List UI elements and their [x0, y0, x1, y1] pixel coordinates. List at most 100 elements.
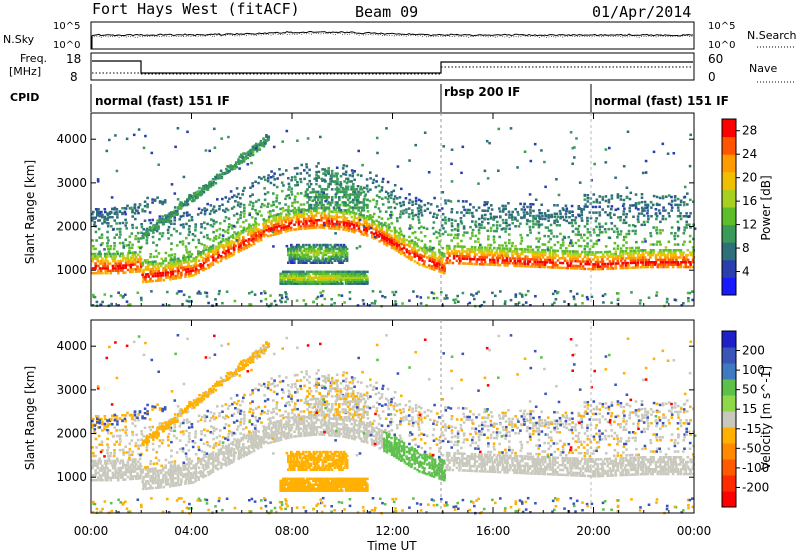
power-cell-patch-low [354, 282, 358, 285]
power-cell-patch-low [318, 282, 321, 285]
power-cell-gs [385, 224, 388, 228]
power-cell-streak [260, 144, 263, 147]
power-cell-gs [314, 214, 318, 217]
power-cell-sparse [597, 238, 601, 242]
power-cell-gs [189, 265, 192, 268]
power-cell-diffuse [418, 221, 421, 224]
power-cell-plume [306, 196, 309, 199]
power-cell-streak [183, 203, 186, 207]
power-cell-streak [206, 185, 209, 188]
power-cell-gs [584, 250, 587, 254]
power-cell-gs [137, 258, 140, 261]
power-cell-gs [355, 221, 359, 225]
power-cell-diffuse [242, 215, 246, 218]
power-cell-streak2 [91, 219, 94, 222]
power-cell-streak [249, 152, 252, 156]
power-cell-diffuse [351, 174, 354, 178]
power-cell-patch-mid [326, 247, 329, 251]
power-cell-gs [122, 264, 125, 267]
power-cell-gs [423, 260, 426, 263]
power-cell-sparse [358, 245, 362, 248]
power-cell-gs [284, 215, 288, 219]
power-cell-streak [238, 155, 242, 159]
power-cell-gs [484, 248, 487, 252]
power-cell-diffuse [134, 209, 138, 212]
power-cell-diffuse [288, 185, 291, 188]
power-cell-diffuse [371, 215, 375, 218]
power-cell-diffuse [594, 205, 598, 209]
power-cell-gs [501, 247, 505, 250]
power-cell-diffuse [154, 249, 158, 253]
velocity-cell-gs [106, 471, 109, 475]
power-cell-diffuse [544, 226, 548, 229]
power-cell-gs [211, 244, 215, 247]
power-cell-noise [370, 302, 374, 305]
power-cell-gs [551, 249, 555, 252]
power-cell-streak2 [108, 215, 112, 219]
power-cell-gs [609, 255, 612, 258]
power-cell-streak2 [96, 214, 99, 217]
power-cell-diffuse [661, 215, 665, 218]
power-cell-plume [336, 206, 339, 209]
power-cell-diffuse [480, 223, 483, 227]
power-cell-patch-low [357, 270, 360, 274]
power-cell-patch-mid [296, 245, 299, 249]
power-cell-gs [619, 257, 623, 260]
power-cell-gs [285, 218, 289, 221]
power-cell-patch-low [347, 276, 350, 279]
power-cell-gs [242, 240, 245, 244]
power-cell-gs [431, 255, 434, 259]
power-cell-diffuse [242, 226, 246, 229]
velocity-cell-gs [106, 462, 109, 465]
velocity-cell-gs [179, 468, 183, 472]
velocity-cell-gs [133, 460, 137, 464]
power-cell-gs [352, 226, 356, 229]
power-cell-sparse [672, 152, 676, 155]
power-cell-gs [217, 253, 220, 257]
power-cell-gs [400, 238, 403, 241]
power-cell-diffuse [315, 173, 318, 177]
power-cell-diffuse [561, 244, 565, 247]
power-cell-patch-mid [303, 253, 307, 257]
power-cell-diffuse [116, 250, 119, 253]
power-cell-diffuse [579, 208, 583, 211]
power-cell-gs [164, 264, 168, 267]
power-cell-diffuse [558, 224, 561, 227]
power-cell-gs [621, 252, 625, 255]
power-cell-diffuse [357, 190, 360, 194]
power-cell-gs [393, 231, 397, 234]
power-cell-diffuse [505, 224, 509, 228]
power-cell-diffuse [303, 177, 306, 181]
power-cell-gs [553, 249, 557, 252]
power-cell-diffuse [516, 210, 519, 214]
power-cell-plume [360, 201, 364, 204]
power-cell-gs [649, 265, 653, 269]
power-cell-sparse [544, 185, 547, 189]
power-cell-gs [255, 234, 258, 237]
power-cell-sparse [213, 146, 217, 149]
power-cell-gs [538, 265, 542, 269]
power-cell-diffuse [538, 245, 541, 249]
power-cell-diffuse [270, 170, 273, 173]
power-cell-gs [569, 259, 572, 263]
power-cell-patch-mid [342, 247, 346, 251]
power-cell-diffuse [567, 235, 571, 239]
power-cell-gs [129, 258, 132, 262]
power-cell-patch-mid [297, 253, 301, 257]
power-cell-streak [194, 193, 197, 197]
power-cell-gs [347, 220, 350, 223]
power-cell-patch-mid [314, 259, 317, 262]
power-cell-noise [286, 297, 289, 301]
power-cell-gs [504, 252, 507, 255]
power-cell-gs [180, 273, 183, 277]
power-cell-diffuse [303, 169, 306, 172]
power-cell-streak [218, 176, 221, 180]
power-cell-gs [174, 270, 177, 273]
power-cell-streak [171, 211, 175, 215]
power-cell-diffuse [160, 217, 164, 221]
power-cell-upper [610, 197, 614, 200]
power-cell-sparse [540, 149, 543, 152]
power-cell-gs [94, 262, 97, 265]
power-cell-gs [330, 210, 334, 213]
power-cell-gs [259, 236, 263, 239]
